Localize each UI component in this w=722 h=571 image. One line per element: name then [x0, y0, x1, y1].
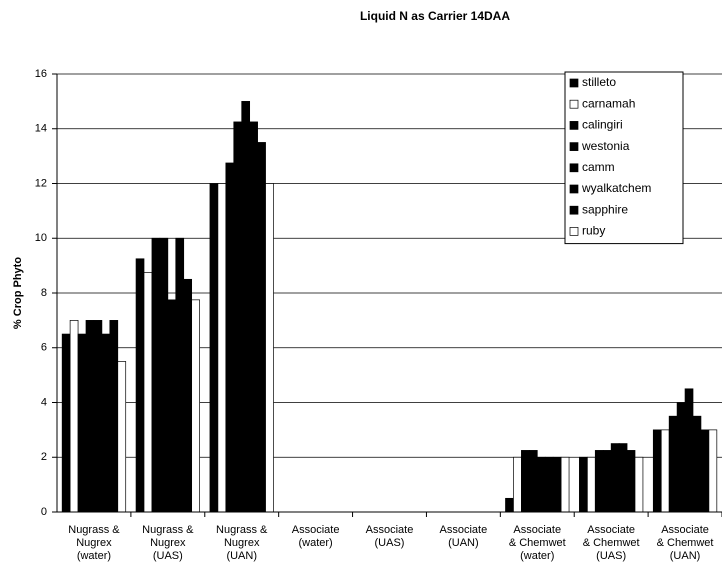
bar [241, 101, 251, 513]
bar [610, 443, 620, 513]
bar [61, 333, 71, 513]
y-tick-label: 0 [41, 506, 47, 518]
legend-label: sapphire [582, 202, 628, 216]
bar [700, 429, 710, 513]
bar [93, 320, 103, 513]
bar [544, 456, 554, 513]
bar [209, 183, 219, 513]
bar [676, 402, 686, 513]
bar [69, 320, 79, 513]
bar [85, 320, 95, 513]
y-tick-label: 16 [35, 68, 47, 80]
bar [183, 278, 193, 513]
x-tick-label: Nugrass & Nugrex (UAS) [142, 524, 194, 562]
bar [528, 450, 538, 513]
bar [652, 429, 662, 513]
legend-swatch [569, 163, 579, 173]
legend-swatch [569, 78, 579, 88]
legend-label: westonia [581, 139, 630, 153]
x-tick-label: Associate (water) [291, 524, 340, 549]
bar [513, 456, 522, 513]
bar [217, 183, 227, 513]
bar [175, 237, 185, 513]
bar [536, 456, 546, 513]
x-tick-label: Nugrass & Nugrex (water) [68, 524, 120, 562]
y-tick-label: 8 [41, 287, 47, 299]
legend-box [564, 71, 684, 245]
bar [626, 450, 636, 513]
bar [249, 121, 258, 513]
x-tick-label: Associate & Chemwet (water) [508, 524, 566, 562]
y-tick-label: 14 [35, 123, 47, 135]
bar [167, 299, 177, 513]
legend-label: carnamah [582, 96, 635, 110]
bar [101, 333, 111, 513]
y-tick-label: 12 [35, 177, 47, 189]
x-tick-label: Associate & Chemwet (UAS) [582, 524, 640, 562]
bar [77, 333, 87, 513]
y-tick-label: 2 [41, 451, 47, 463]
bar [660, 429, 670, 513]
bar [579, 456, 588, 513]
legend-label: camm [582, 160, 615, 174]
legend-swatch [569, 121, 579, 130]
x-tick-label: Associate & Chemwet (UAN) [656, 524, 714, 562]
bar [225, 162, 235, 513]
bar [708, 429, 718, 513]
legend-swatch [569, 142, 579, 151]
bar [552, 456, 562, 513]
y-tick-label: 10 [35, 232, 47, 244]
bar [505, 497, 514, 513]
bar [265, 183, 274, 513]
y-tick-label: 6 [41, 342, 47, 354]
bar [135, 258, 145, 513]
bar [159, 237, 169, 513]
bar [602, 450, 612, 513]
bar [560, 456, 570, 513]
y-tick-label: 4 [41, 396, 47, 408]
bar [594, 450, 604, 513]
bar [586, 456, 596, 513]
y-axis-label: % Crop Phyto [12, 257, 24, 329]
legend-swatch [569, 184, 579, 194]
legend-swatch [569, 205, 579, 215]
bar [668, 415, 678, 513]
bar [634, 456, 644, 513]
bar [618, 443, 628, 513]
bar [521, 450, 530, 513]
x-tick-label: Nugrass & Nugrex (UAN) [216, 524, 268, 562]
chart-title: Liquid N as Carrier 14DAA [360, 9, 510, 23]
x-tick-label: Associate (UAN) [439, 524, 488, 549]
bar [191, 299, 200, 513]
bar [117, 361, 127, 513]
x-tick-label: Associate (UAS) [365, 524, 414, 549]
legend-label: calingiri [582, 118, 623, 132]
legend-label: stilleto [582, 75, 616, 89]
legend-label: wyalkatchem [581, 181, 651, 195]
bar [257, 142, 266, 513]
bar [109, 320, 119, 513]
bar [233, 121, 243, 513]
legend-swatch [569, 227, 579, 236]
bar [692, 415, 702, 513]
bar [143, 272, 153, 513]
legend-swatch [569, 99, 579, 109]
bar [151, 237, 161, 513]
bar [684, 388, 694, 513]
legend-label: ruby [582, 224, 605, 238]
